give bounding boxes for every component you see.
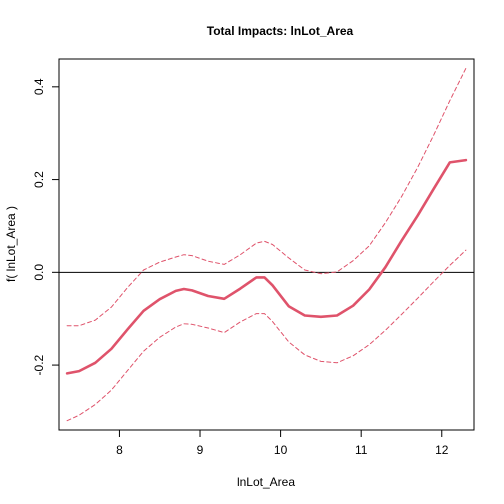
y-axis-label: f( lnLot_Area ) <box>4 206 18 282</box>
y-tick-label: 0.4 <box>32 78 46 95</box>
chart-title: Total Impacts: lnLot_Area <box>207 24 354 38</box>
y-tick-label: 0.0 <box>32 264 46 281</box>
y-tick-label: -0.2 <box>32 354 46 375</box>
x-axis: 8 9 10 11 12 <box>116 429 449 457</box>
series-line-estimate <box>65 158 468 375</box>
y-tick-label: 0.2 <box>32 171 46 188</box>
y-axis: -0.2 0.0 0.2 0.4 <box>32 78 60 375</box>
plot-frame <box>58 58 475 431</box>
x-axis-label: lnLot_Area <box>237 475 295 489</box>
x-tick-label: 9 <box>197 443 204 457</box>
x-tick-label: 10 <box>274 443 288 457</box>
estimate-layer <box>65 158 468 375</box>
x-tick-label: 11 <box>355 443 368 457</box>
confidence-band-layer <box>66 67 467 422</box>
series-line-lower <box>66 249 467 422</box>
series-line-upper <box>66 67 467 327</box>
x-tick-label: 8 <box>116 443 123 457</box>
x-tick-label: 12 <box>435 443 449 457</box>
